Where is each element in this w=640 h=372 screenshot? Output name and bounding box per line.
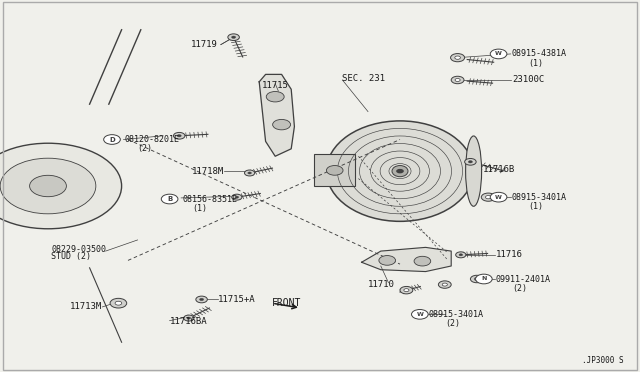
Text: 08120-8201E: 08120-8201E — [125, 135, 180, 144]
Circle shape — [232, 194, 242, 200]
Circle shape — [451, 54, 465, 62]
Circle shape — [486, 196, 491, 199]
Text: 08915-3401A: 08915-3401A — [429, 310, 484, 319]
Text: W: W — [495, 51, 502, 57]
Text: 23100C: 23100C — [512, 76, 544, 84]
Text: 11719: 11719 — [191, 40, 218, 49]
Text: (1): (1) — [192, 204, 207, 213]
Circle shape — [104, 135, 120, 144]
Circle shape — [0, 158, 96, 214]
Circle shape — [187, 317, 191, 319]
Circle shape — [232, 36, 236, 38]
Text: SEC. 231: SEC. 231 — [342, 74, 385, 83]
Circle shape — [326, 166, 343, 175]
Circle shape — [412, 310, 428, 319]
Ellipse shape — [326, 121, 474, 221]
Text: (1): (1) — [528, 59, 543, 68]
Text: 11715: 11715 — [262, 81, 289, 90]
Circle shape — [29, 175, 67, 197]
Circle shape — [266, 92, 284, 102]
Circle shape — [200, 298, 204, 301]
Circle shape — [0, 143, 122, 229]
Circle shape — [490, 49, 507, 59]
Text: W: W — [495, 195, 502, 200]
Circle shape — [273, 119, 291, 130]
Text: 11713M: 11713M — [70, 302, 102, 311]
Circle shape — [235, 196, 239, 198]
Text: (2): (2) — [138, 144, 152, 153]
Circle shape — [455, 78, 460, 81]
Text: (2): (2) — [512, 284, 527, 293]
Circle shape — [481, 193, 495, 201]
Circle shape — [110, 298, 127, 308]
Circle shape — [459, 254, 463, 256]
Text: B: B — [167, 196, 172, 202]
Circle shape — [184, 315, 194, 321]
Circle shape — [442, 283, 447, 286]
Polygon shape — [259, 74, 294, 156]
Circle shape — [173, 132, 185, 139]
Circle shape — [244, 170, 255, 176]
Text: 11716BA: 11716BA — [170, 317, 207, 326]
Circle shape — [451, 76, 464, 84]
Text: 08915-3401A: 08915-3401A — [512, 193, 567, 202]
Text: 08915-4381A: 08915-4381A — [512, 49, 567, 58]
Circle shape — [404, 289, 409, 292]
Text: .JP3000 S: .JP3000 S — [582, 356, 624, 365]
Text: 11718M: 11718M — [192, 167, 224, 176]
Ellipse shape — [466, 136, 482, 206]
Text: 11716: 11716 — [496, 250, 523, 259]
Text: 11716B: 11716B — [483, 165, 515, 174]
Circle shape — [474, 278, 479, 280]
Circle shape — [116, 302, 120, 304]
Circle shape — [396, 169, 404, 173]
Circle shape — [248, 172, 252, 174]
Circle shape — [113, 300, 124, 307]
Text: 08156-8351E: 08156-8351E — [182, 195, 237, 203]
Circle shape — [414, 256, 431, 266]
Polygon shape — [362, 247, 451, 272]
Text: STUD (2): STUD (2) — [51, 252, 92, 261]
Text: N: N — [481, 276, 486, 282]
Text: 09911-2401A: 09911-2401A — [496, 275, 551, 283]
Circle shape — [379, 256, 396, 265]
Text: 08229-03500: 08229-03500 — [51, 245, 106, 254]
Circle shape — [115, 301, 122, 305]
Circle shape — [465, 158, 476, 165]
Circle shape — [490, 192, 507, 202]
Ellipse shape — [392, 166, 408, 177]
Text: D: D — [109, 137, 115, 142]
FancyBboxPatch shape — [314, 154, 355, 186]
Circle shape — [196, 296, 207, 303]
Circle shape — [177, 135, 181, 137]
Text: 11715+A: 11715+A — [218, 295, 255, 304]
Text: (2): (2) — [445, 319, 460, 328]
Text: FRONT: FRONT — [272, 298, 301, 308]
Circle shape — [470, 275, 483, 283]
Circle shape — [400, 286, 413, 294]
Circle shape — [228, 34, 239, 41]
Circle shape — [161, 194, 178, 204]
Circle shape — [456, 252, 466, 258]
Text: (1): (1) — [528, 202, 543, 211]
Text: 11710: 11710 — [368, 280, 395, 289]
Circle shape — [455, 56, 460, 59]
Text: W: W — [417, 312, 423, 317]
Circle shape — [468, 161, 472, 163]
Circle shape — [476, 274, 492, 284]
Circle shape — [438, 281, 451, 288]
